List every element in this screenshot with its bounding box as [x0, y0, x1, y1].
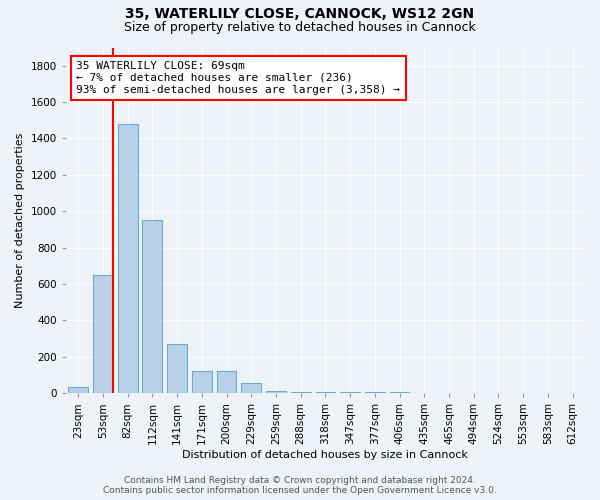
Bar [291, 392, 311, 394]
Bar [192, 372, 212, 394]
Bar [316, 392, 335, 394]
Bar [93, 275, 113, 394]
Bar [389, 392, 409, 394]
Text: 35 WATERLILY CLOSE: 69sqm
← 7% of detached houses are smaller (236)
93% of semi-: 35 WATERLILY CLOSE: 69sqm ← 7% of detach… [76, 62, 400, 94]
Text: Contains HM Land Registry data © Crown copyright and database right 2024.
Contai: Contains HM Land Registry data © Crown c… [103, 476, 497, 495]
Bar [365, 392, 385, 394]
Text: 35, WATERLILY CLOSE, CANNOCK, WS12 2GN: 35, WATERLILY CLOSE, CANNOCK, WS12 2GN [125, 8, 475, 22]
X-axis label: Distribution of detached houses by size in Cannock: Distribution of detached houses by size … [182, 450, 469, 460]
Bar [217, 372, 236, 394]
Bar [266, 390, 286, 394]
Bar [118, 124, 137, 394]
Bar [167, 344, 187, 394]
Bar [68, 387, 88, 394]
Bar [340, 392, 360, 394]
Y-axis label: Number of detached properties: Number of detached properties [15, 132, 25, 308]
Bar [142, 220, 162, 394]
Bar [241, 384, 261, 394]
Text: Size of property relative to detached houses in Cannock: Size of property relative to detached ho… [124, 21, 476, 34]
